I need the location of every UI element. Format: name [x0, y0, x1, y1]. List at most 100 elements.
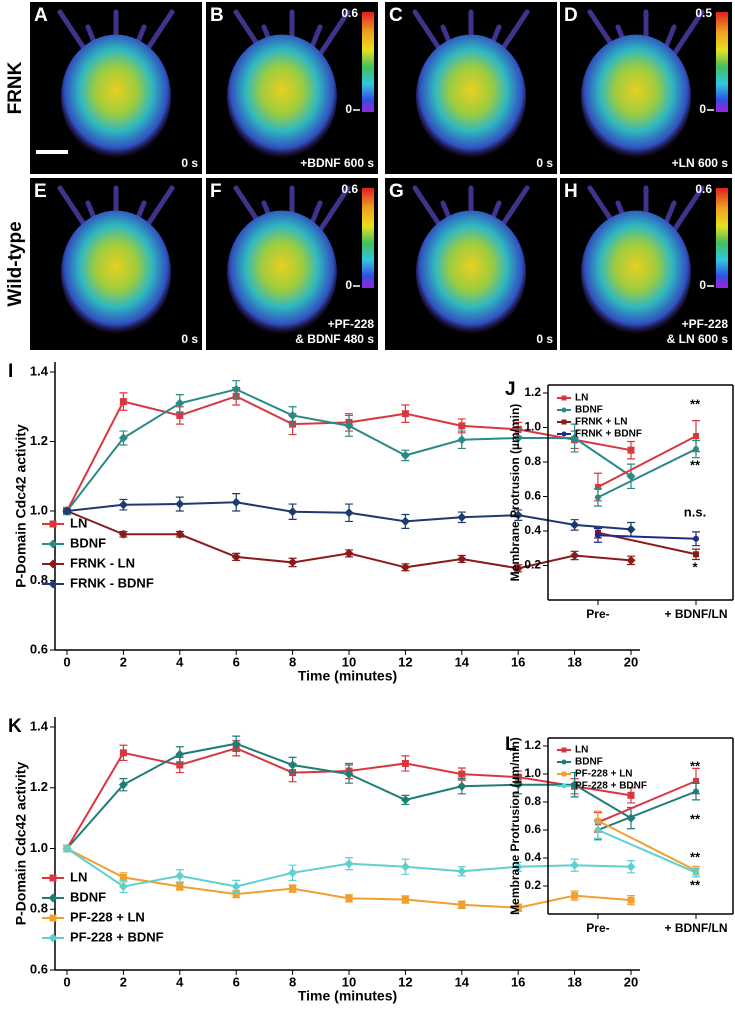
x-tick-label: 4 [176, 974, 184, 989]
marker [344, 421, 354, 431]
x-axis-label: Time (minutes) [298, 668, 397, 684]
marker [288, 507, 298, 517]
marker [514, 904, 522, 912]
legend-label: FRNK + BDNF [575, 429, 642, 440]
marker [561, 407, 567, 413]
x-tick-label: 8 [289, 974, 296, 989]
marker [231, 739, 241, 749]
marker [118, 433, 128, 443]
marker [345, 894, 353, 902]
marker [401, 896, 409, 904]
x-tick-label: Pre- [586, 607, 609, 621]
legend-label: PF-228 + LN [70, 909, 145, 924]
marker [457, 781, 467, 791]
panel-label: I [8, 361, 13, 382]
marker [627, 791, 635, 799]
y-tick-label: 0.8 [524, 794, 541, 808]
marker [48, 579, 58, 589]
colorbar-min: 0 [345, 102, 352, 116]
legend-label: PF-228 + BDNF [70, 929, 164, 944]
marker [561, 783, 567, 789]
caption: +LN 600 s [672, 156, 729, 170]
marker [401, 759, 409, 767]
marker [176, 761, 184, 769]
marker [693, 551, 699, 558]
marker [561, 419, 567, 425]
x-tick-label: 20 [624, 654, 638, 669]
marker [48, 559, 58, 569]
x-tick-label: 12 [398, 654, 412, 669]
x-tick-label: 10 [342, 654, 356, 669]
marker [118, 780, 128, 790]
marker [344, 508, 354, 518]
y-tick-label: 0.4 [524, 523, 541, 537]
legend-label: LN [575, 745, 588, 756]
marker [288, 557, 298, 567]
y-axis-label: P-Domain Cdc42 activity [13, 762, 29, 926]
x-tick-label: 18 [567, 654, 581, 669]
panel-label: L [505, 734, 517, 755]
series-line [597, 435, 697, 488]
y-tick-label: 0.6 [524, 489, 541, 503]
marker [175, 871, 185, 881]
row-label: Wild-type [5, 221, 26, 306]
y-tick-label: 0.6 [524, 822, 541, 836]
marker [693, 433, 699, 440]
series-line [597, 829, 697, 874]
marker [118, 881, 128, 891]
growth-cone [581, 34, 691, 159]
caption: & LN 600 s [667, 332, 729, 346]
marker [400, 516, 410, 526]
marker [232, 890, 240, 898]
marker [594, 494, 601, 501]
marker [513, 510, 523, 520]
growth-cone [61, 34, 171, 159]
marker [176, 882, 184, 890]
panel-letter: E [34, 181, 47, 202]
marker [49, 914, 57, 922]
colorbar-min: 0 [699, 102, 706, 116]
marker [458, 770, 466, 778]
y-tick-label: 0.4 [524, 850, 541, 864]
caption: 0 s [536, 156, 553, 170]
panel-label: K [8, 716, 22, 737]
marker [175, 529, 185, 539]
series-line [597, 780, 697, 824]
panel-letter: F [210, 181, 222, 202]
series-line [597, 534, 697, 540]
colorbar-min: 0 [699, 278, 706, 292]
legend-label: FRNK + LN [575, 417, 628, 428]
colorbar-max: 0.6 [341, 182, 358, 196]
marker [561, 747, 567, 753]
x-tick-label: 20 [624, 974, 638, 989]
marker [626, 471, 636, 481]
y-tick-label: 1.0 [30, 502, 48, 517]
marker [400, 795, 410, 805]
caption: 0 s [181, 156, 198, 170]
legend-label: BDNF [70, 535, 106, 550]
x-tick-label: 10 [342, 974, 356, 989]
marker [344, 548, 354, 558]
colorbar-min: 0 [345, 278, 352, 292]
marker [693, 535, 699, 542]
legend-label: BDNF [70, 889, 106, 904]
marker [457, 435, 467, 445]
marker [457, 554, 467, 564]
marker [561, 771, 567, 777]
y-axis-label: Membrane Protrusion (µm/min) [508, 737, 522, 915]
marker [693, 446, 699, 453]
annotation: ** [690, 811, 701, 826]
y-tick-label: 1.2 [524, 385, 541, 399]
y-tick-label: 1.0 [524, 766, 541, 780]
caption: +PF-228 [682, 317, 729, 331]
x-axis-label: Time (minutes) [298, 988, 397, 1004]
marker [513, 433, 523, 443]
y-tick-label: 1.0 [30, 840, 48, 855]
marker [513, 780, 523, 790]
marker [49, 520, 57, 528]
y-tick-label: 1.2 [524, 738, 541, 752]
marker [231, 384, 241, 394]
marker [48, 933, 58, 943]
